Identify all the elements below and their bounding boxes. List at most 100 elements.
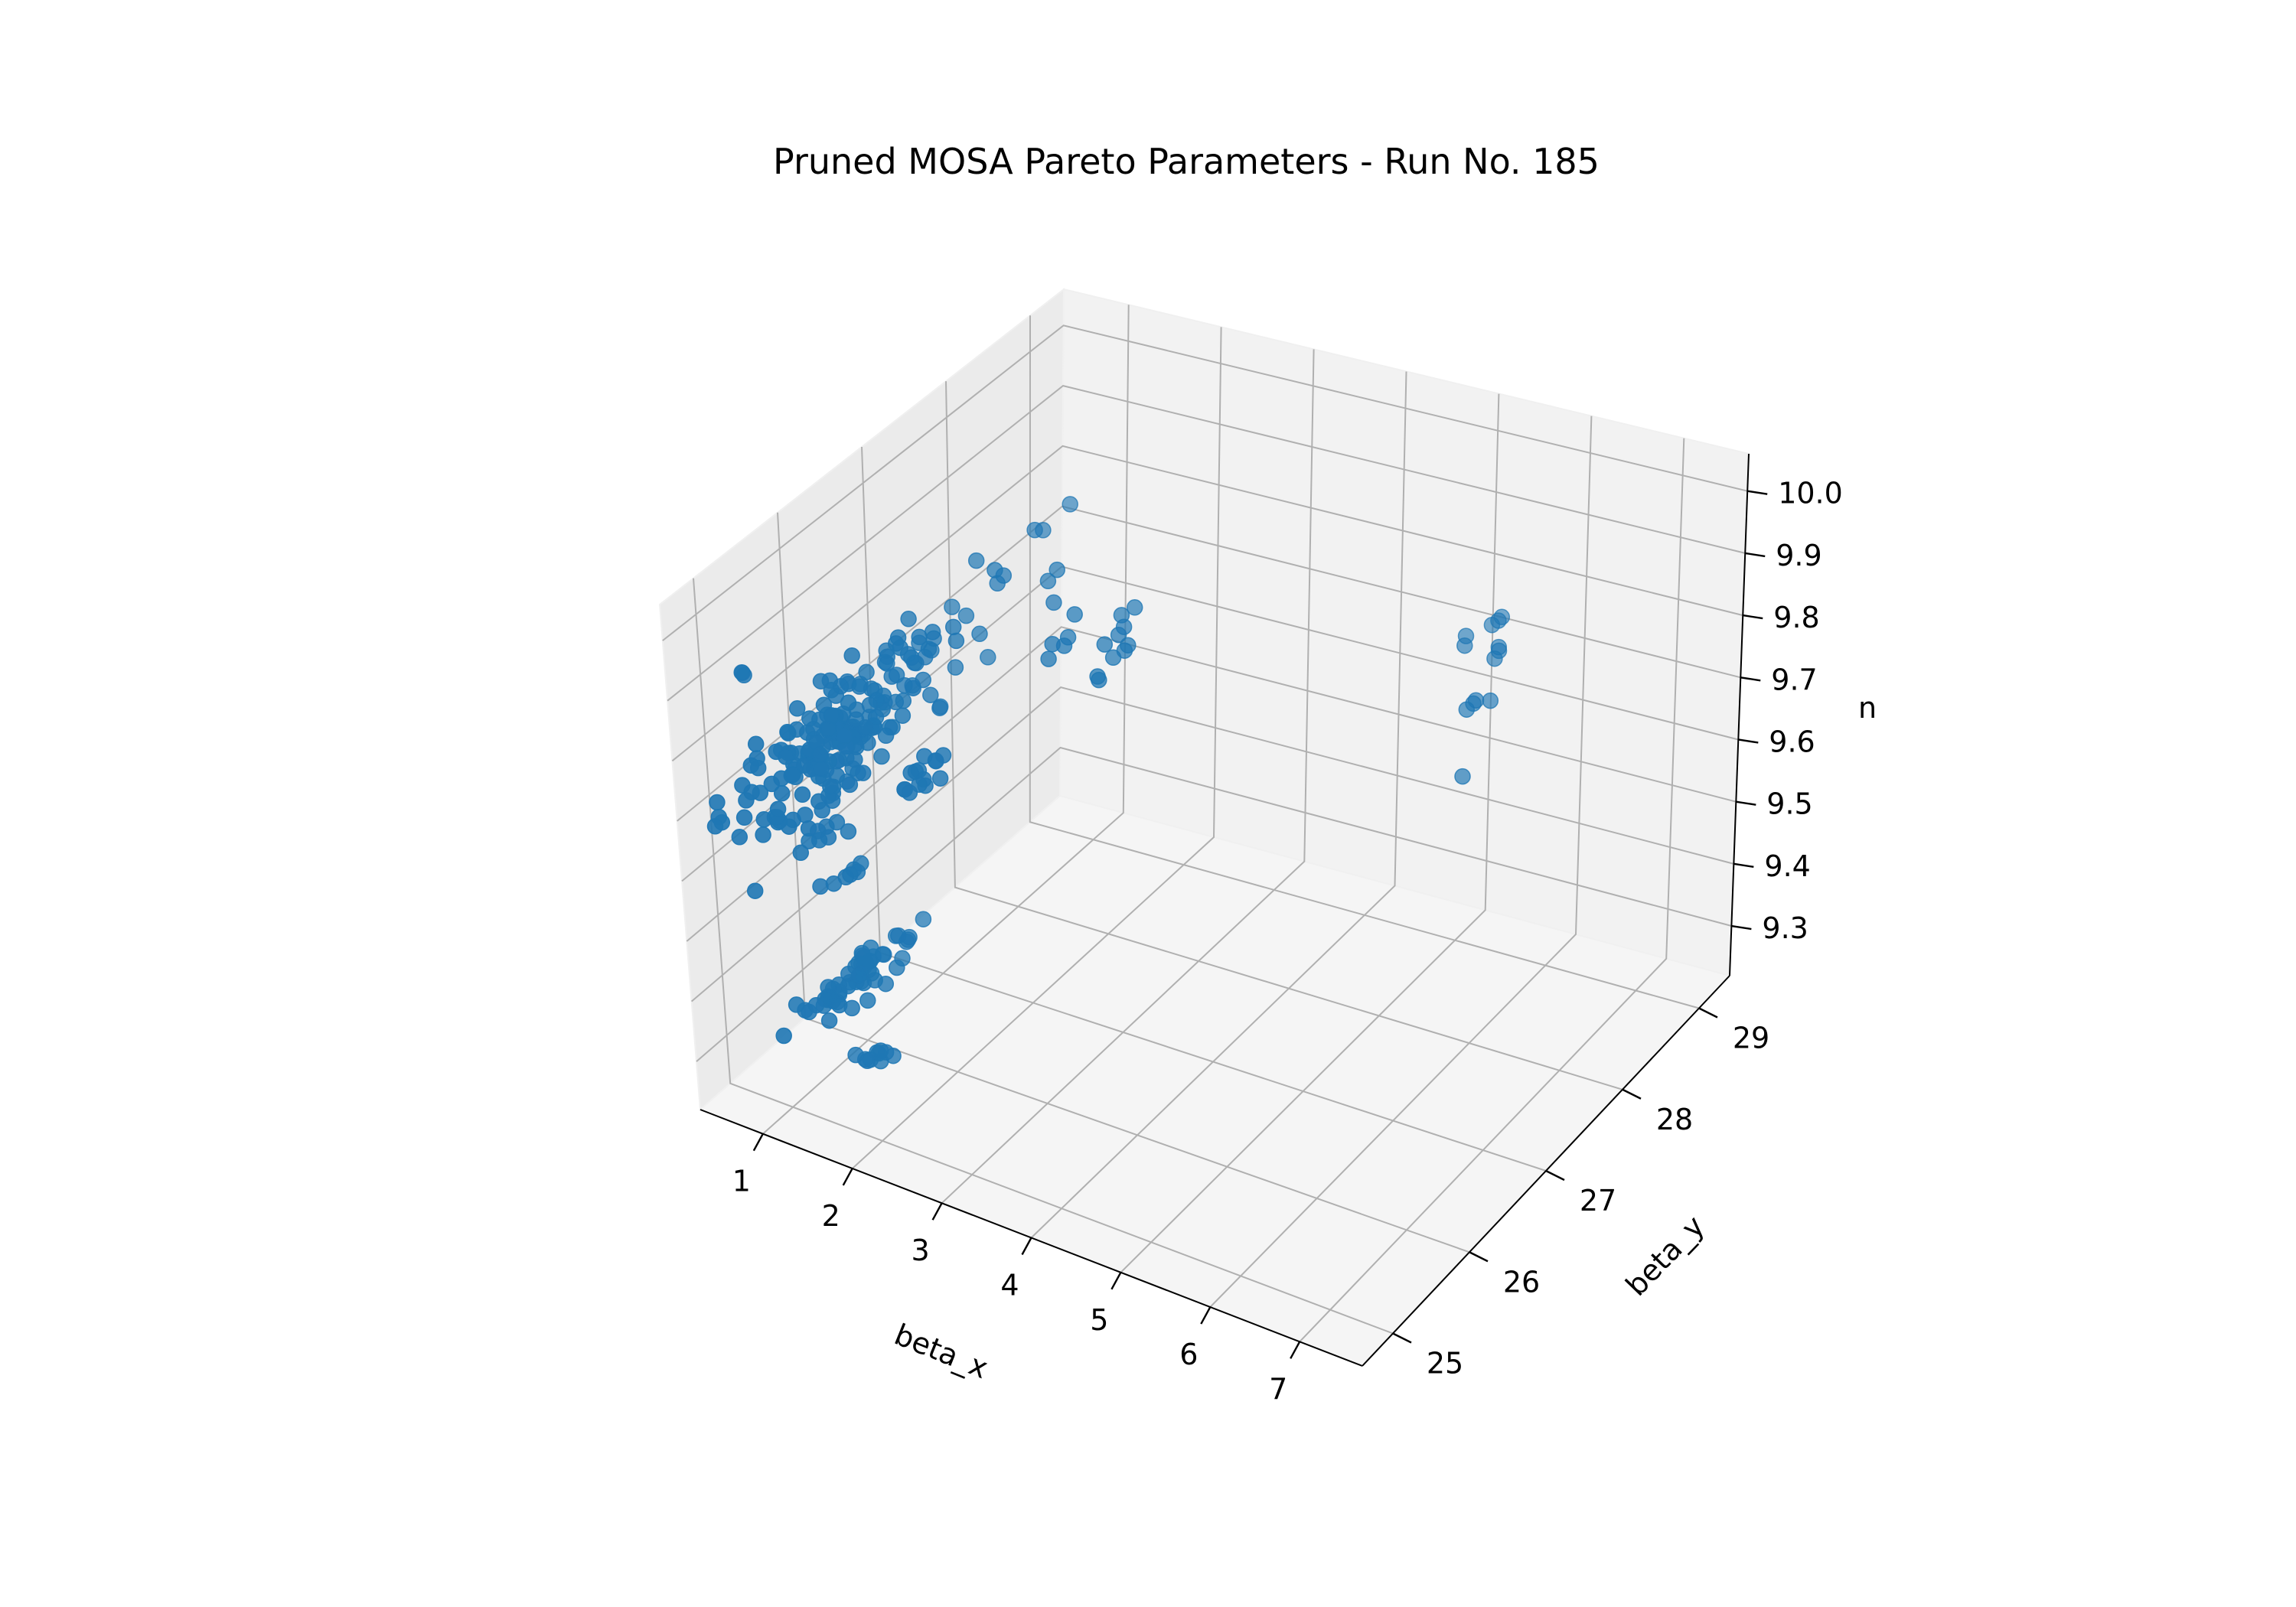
scatter-point [879,648,895,665]
scatter-point [823,682,840,699]
scatter-point [899,931,917,948]
scatter-point [1458,701,1476,718]
scatter-point [784,766,801,783]
z-tick-label: 9.8 [1773,601,1819,634]
scatter-point [900,611,917,627]
scatter-point [901,784,918,801]
z-tick [1745,552,1766,558]
scatter-point [731,829,748,846]
scatter-point [795,757,813,774]
scatter-point [706,818,724,835]
tick-labels: 1 2 3 4 5 6 7 25 26 27 28 29 9.3 9.4 9.5 9.6 9.7 9.8 9.9 10… [732,477,1843,1407]
scatter-point [820,1012,838,1029]
scatter-point [788,996,805,1013]
scatter-point [840,965,857,983]
scatter-point [820,720,837,738]
scatter-point [922,686,939,703]
z-tick-label: 9.9 [1776,539,1821,572]
scatter-point [980,649,996,666]
scatter-point [840,694,857,712]
x-tick-label: 4 [1000,1269,1019,1302]
scatter-point [944,598,960,615]
scatter-point [733,663,750,681]
scatter-point [889,959,905,976]
scatter-point [1126,599,1143,616]
z-tick-label: 9.4 [1764,849,1810,883]
scatter-point [794,786,811,804]
scatter-point [775,1027,792,1045]
scatter-point [957,607,975,624]
gridlines [662,305,1748,1342]
scatter-point [822,777,839,795]
z-axis-line [1729,453,1750,976]
z-tick [1747,490,1768,495]
z-tick [1733,862,1754,869]
scatter-point [779,723,796,741]
y-tick-label: 28 [1656,1103,1693,1136]
axis-panes [658,287,1750,1367]
z-tick [1736,800,1756,806]
y-tick-label: 26 [1503,1265,1540,1299]
scatter-point [742,757,760,774]
scatter-point [830,996,848,1014]
scatter-point [709,794,726,811]
z-tick [1738,738,1759,744]
scatter-point [873,748,890,765]
x-tick [1021,1237,1032,1256]
scatter-point [813,760,830,777]
scatter-point [747,735,765,753]
z-tick [1743,614,1763,620]
scatter-point [1454,768,1471,785]
y-tick [1622,1088,1642,1100]
x-gridline [1030,371,1407,1239]
scatter-point [903,649,920,667]
scatter-point [812,673,830,689]
z-tick-label: 9.5 [1766,787,1812,821]
x-tick-label: 7 [1269,1372,1287,1406]
scatter-point [1039,572,1057,590]
axis-lines [700,453,1768,1367]
scatter-point [840,823,857,840]
x-gridline [941,349,1315,1204]
y-tick [1545,1169,1565,1182]
scatter-point [1456,637,1473,654]
x-tick [1110,1272,1122,1290]
scatter-point [851,678,868,695]
scatter-point [987,562,1003,579]
x-tick [1290,1341,1301,1359]
y-tick-label: 27 [1580,1184,1616,1217]
y-gridline [945,381,1623,1090]
scatter-point [967,552,985,569]
z-tick [1731,924,1752,931]
x-tick-label: 2 [822,1199,840,1233]
scatter-point [836,727,853,745]
scatter-point [947,632,965,650]
z-gridline [662,324,1748,641]
scatter-point [1066,606,1083,623]
z-tick-label: 9.3 [1762,911,1808,945]
scatter-point [1482,692,1499,709]
z-gridline [671,445,1743,762]
scatter-point [915,911,932,927]
scatter-point [773,784,791,802]
scatter-point [902,764,919,781]
scatter-point [944,618,962,636]
x-gridline [1209,416,1593,1308]
scatter-point [1096,636,1114,653]
scatter-point [895,693,912,709]
scatter-point [746,882,764,899]
scatter-point [812,878,829,895]
scatter-points [706,496,1511,1070]
scatter-point [769,800,787,817]
scatter-point [823,707,840,724]
scatter-point [1045,594,1062,611]
y-gridline [693,578,1394,1335]
scatter-point [931,770,949,787]
y-tick-label: 25 [1427,1347,1463,1380]
x-tick [1200,1306,1212,1325]
scatter-point [778,748,794,765]
scatter-point [825,875,843,892]
scatter-point [811,746,828,763]
y-tick [1392,1332,1412,1344]
